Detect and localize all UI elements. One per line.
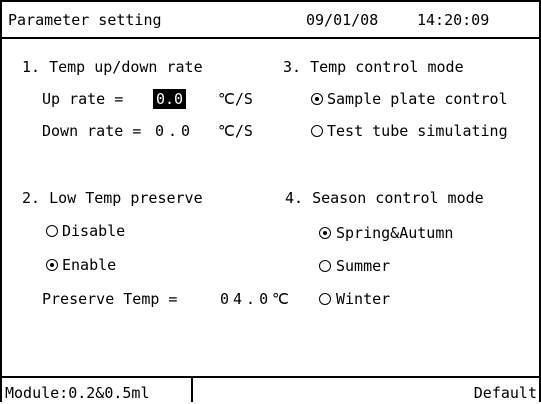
option-label[interactable]: Sample plate control: [327, 90, 508, 108]
screen-title: Parameter setting: [8, 11, 162, 29]
radio[interactable]: [46, 225, 58, 237]
radio-selected[interactable]: [46, 259, 58, 271]
time: 14:20:09: [417, 11, 490, 29]
radio-selected[interactable]: [311, 93, 323, 105]
date: 09/01/08: [306, 11, 379, 29]
field-label: Up rate =: [42, 90, 124, 108]
footer-divider: [2, 376, 539, 378]
section-title: 1. Temp up/down rate: [22, 58, 203, 76]
module-label: Module:0.2&0.5ml: [5, 384, 150, 402]
section-title: 2. Low Temp preserve: [22, 189, 203, 207]
section-title: 4. Season control mode: [285, 189, 484, 207]
radio[interactable]: [319, 293, 331, 305]
radio[interactable]: [311, 125, 323, 137]
option-label[interactable]: Disable: [62, 222, 126, 240]
field-unit: ℃: [272, 290, 289, 308]
option-label[interactable]: Summer: [336, 257, 391, 275]
header-divider: [2, 37, 539, 39]
field-label: Preserve Temp =: [42, 290, 178, 308]
field-value[interactable]: 0.0: [153, 89, 187, 109]
section-title: 3. Temp control mode: [283, 58, 464, 76]
field-unit: ℃/S: [218, 122, 253, 140]
footer-separator: [191, 376, 193, 402]
field-value[interactable]: 04.0: [220, 290, 273, 308]
field-value[interactable]: 0.0: [155, 122, 195, 140]
field-label: Down rate =: [42, 122, 142, 140]
radio-selected[interactable]: [319, 227, 331, 239]
option-label[interactable]: Spring&Autumn: [336, 224, 454, 242]
option-label[interactable]: Test tube simulating: [327, 122, 508, 140]
option-label[interactable]: Enable: [62, 256, 117, 274]
default-button[interactable]: Default: [473, 384, 537, 402]
radio[interactable]: [319, 260, 331, 272]
option-label[interactable]: Winter: [336, 290, 391, 308]
field-unit: ℃/S: [218, 90, 253, 108]
